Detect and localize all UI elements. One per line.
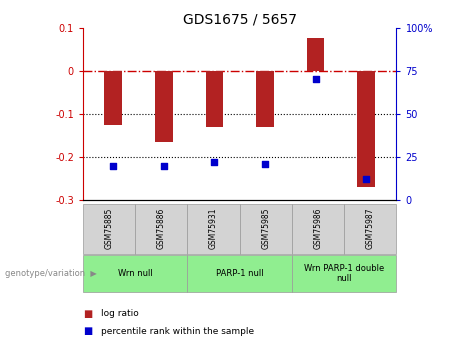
Point bbox=[362, 177, 370, 182]
Text: GSM75886: GSM75886 bbox=[157, 208, 166, 249]
Text: GSM75986: GSM75986 bbox=[313, 208, 323, 249]
Text: genotype/variation  ▶: genotype/variation ▶ bbox=[5, 269, 96, 278]
Bar bbox=[307, 38, 325, 71]
Text: GSM75985: GSM75985 bbox=[261, 208, 270, 249]
Bar bbox=[206, 71, 223, 127]
Bar bbox=[357, 71, 375, 187]
Point bbox=[261, 161, 269, 167]
Bar bbox=[256, 71, 274, 127]
Point bbox=[312, 77, 319, 82]
Text: ■: ■ bbox=[83, 309, 92, 319]
Bar bbox=[105, 71, 122, 125]
Text: percentile rank within the sample: percentile rank within the sample bbox=[101, 327, 254, 336]
Text: Wrn PARP-1 double
null: Wrn PARP-1 double null bbox=[304, 264, 384, 283]
Text: ■: ■ bbox=[83, 326, 92, 336]
Text: log ratio: log ratio bbox=[101, 309, 139, 318]
Text: GSM75885: GSM75885 bbox=[105, 208, 113, 249]
Bar bbox=[155, 71, 173, 142]
Point bbox=[110, 163, 117, 168]
Point bbox=[160, 163, 167, 168]
Title: GDS1675 / 5657: GDS1675 / 5657 bbox=[183, 12, 297, 27]
Text: Wrn null: Wrn null bbox=[118, 269, 153, 278]
Point bbox=[211, 159, 218, 165]
Text: GSM75987: GSM75987 bbox=[366, 208, 375, 249]
Text: PARP-1 null: PARP-1 null bbox=[216, 269, 264, 278]
Text: GSM75931: GSM75931 bbox=[209, 208, 218, 249]
